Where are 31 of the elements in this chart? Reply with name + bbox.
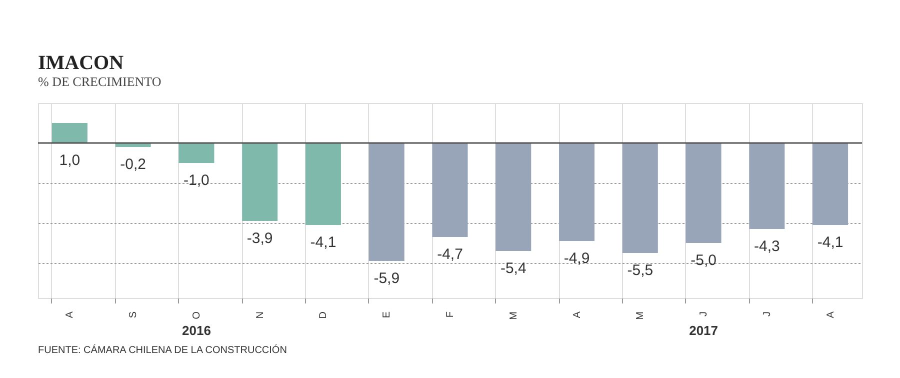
- x-tick-label: M: [508, 312, 520, 320]
- x-tick-label: A: [825, 311, 836, 318]
- x-tick-label: S: [128, 311, 140, 318]
- data-label: -0,2: [120, 156, 146, 173]
- x-tick-label: D: [318, 312, 330, 319]
- text: 2016: [182, 323, 211, 338]
- x-tick-label: J: [698, 312, 710, 316]
- data-label: -4,9: [564, 250, 590, 267]
- x-tick-label: E: [382, 311, 393, 318]
- data-label: -4,7: [437, 246, 463, 263]
- x-tick-label: N: [254, 312, 266, 319]
- x-tick-label: A: [64, 311, 76, 318]
- x-tick-label: J: [762, 312, 773, 316]
- data-label: -4,1: [817, 234, 844, 251]
- data-label: 1,0: [59, 152, 80, 169]
- source-note: FUENTE: CÁMARA CHILENA DE LA CONSTRUCCIÓN: [38, 344, 287, 356]
- data-label: -4,3: [754, 238, 780, 255]
- x-tick-label: M: [635, 312, 646, 320]
- chart-subtitle: % DE CRECIMIENTO: [38, 74, 162, 89]
- x-tick-label: F: [445, 312, 456, 318]
- x-tick-label: A: [572, 311, 583, 318]
- chart-title: IMACON: [38, 52, 124, 74]
- data-label: -5,5: [627, 262, 654, 279]
- data-label: -5,4: [500, 260, 526, 277]
- data-label: -5,9: [374, 270, 400, 287]
- data-label: -5,0: [690, 252, 716, 269]
- data-label: -1,0: [184, 172, 210, 189]
- data-label: -3,9: [246, 230, 273, 247]
- text: 2017: [689, 323, 718, 338]
- x-tick-label: O: [191, 311, 202, 320]
- data-label: -4,1: [310, 234, 336, 251]
